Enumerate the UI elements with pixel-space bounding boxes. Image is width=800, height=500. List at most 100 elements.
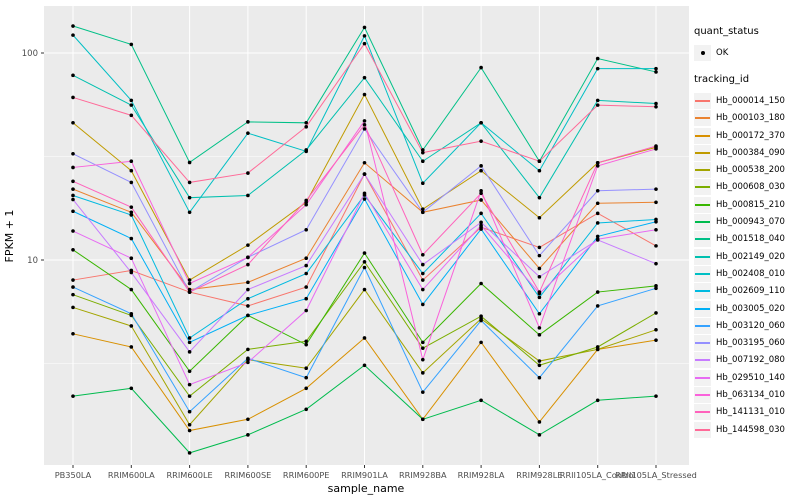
- data-point: [71, 24, 75, 28]
- data-point: [595, 237, 600, 242]
- data-point: [421, 271, 425, 276]
- data-point: [304, 285, 309, 289]
- legend-label: Hb_029510_140: [716, 372, 785, 383]
- legend-label: Hb_000608_030: [716, 182, 785, 193]
- line-swatch-icon: [694, 214, 711, 231]
- data-point: [654, 328, 658, 332]
- data-point: [362, 122, 367, 127]
- legend-entry-Hb_002609_110: Hb_002609_110: [694, 283, 798, 300]
- x-tick-label: RRIM600LA: [108, 470, 155, 480]
- legend-entry-Hb_003195_060: Hb_003195_060: [694, 334, 798, 352]
- data-point: [129, 213, 134, 217]
- data-point: [654, 261, 658, 266]
- data-point: [362, 191, 367, 196]
- legend-entry-Hb_029510_140: Hb_029510_140: [694, 369, 798, 386]
- data-point: [595, 98, 600, 103]
- data-point: [479, 318, 483, 323]
- x-tick-label: RRIM600PE: [283, 470, 330, 480]
- data-point: [129, 159, 134, 164]
- data-point: [129, 168, 134, 173]
- legend-entry-ok: OK: [694, 44, 798, 61]
- data-point: [479, 220, 483, 225]
- line-swatch-icon: [694, 369, 711, 386]
- data-point: [304, 339, 309, 344]
- line-swatch-icon: [694, 110, 711, 127]
- data-point: [654, 144, 658, 148]
- ok-point-icon: [694, 44, 711, 61]
- data-point: [537, 168, 542, 173]
- data-point: [537, 311, 542, 316]
- legend-label: Hb_000384_090: [716, 147, 785, 158]
- data-point: [71, 179, 75, 184]
- data-point: [537, 326, 542, 330]
- data-point: [479, 211, 483, 216]
- data-point: [362, 197, 367, 201]
- data-point: [71, 151, 75, 156]
- data-point: [479, 191, 483, 196]
- data-point: [246, 433, 250, 437]
- data-point: [421, 210, 425, 215]
- data-point: [187, 451, 192, 455]
- data-point: [187, 428, 192, 433]
- data-point: [246, 356, 250, 361]
- data-point: [71, 33, 75, 37]
- data-point: [71, 332, 75, 336]
- data-point: [129, 103, 134, 107]
- data-point: [71, 229, 75, 233]
- data-point: [362, 260, 367, 264]
- legend-entry-Hb_144598_030: Hb_144598_030: [694, 421, 798, 438]
- x-axis-title: sample_name: [328, 482, 405, 495]
- line-swatch-icon: [694, 352, 711, 369]
- data-point: [304, 407, 309, 412]
- data-point: [537, 266, 542, 271]
- data-point: [246, 171, 250, 175]
- data-point: [595, 234, 600, 239]
- line-swatch-icon: [694, 127, 711, 144]
- data-point: [479, 168, 483, 173]
- legend-label: Hb_000943_070: [716, 217, 785, 228]
- y-axis-title: FPKM + 1: [3, 210, 16, 263]
- data-point: [595, 211, 600, 216]
- axes: 100 10 PB350LA RRIM600LA RRIM600LE RRIM600SE R…: [22, 49, 697, 480]
- legend-label: Hb_003005_020: [716, 303, 785, 314]
- data-point: [71, 95, 75, 100]
- data-point: [71, 285, 75, 289]
- data-point: [129, 311, 134, 316]
- data-point: [129, 98, 134, 103]
- data-point: [71, 121, 75, 125]
- data-point: [537, 274, 542, 279]
- data-point: [187, 350, 192, 354]
- data-point: [421, 159, 425, 164]
- data-point: [479, 227, 483, 231]
- line-swatch-icon: [694, 92, 711, 109]
- data-point: [129, 270, 134, 275]
- data-point: [304, 296, 309, 301]
- legend-label: Hb_000103_180: [716, 113, 785, 124]
- x-tick-label: RRIM928LA: [458, 470, 505, 480]
- data-point: [479, 65, 483, 70]
- data-point: [304, 386, 309, 391]
- data-point: [595, 221, 600, 225]
- data-point: [362, 287, 367, 292]
- legend-entry-Hb_000103_180: Hb_000103_180: [694, 110, 798, 127]
- legend-entry-Hb_063134_010: Hb_063134_010: [694, 386, 798, 403]
- data-point: [421, 417, 425, 422]
- x-tick-label: RRIM928BA: [399, 470, 447, 480]
- legend-title-quant-status: quant_status: [694, 26, 759, 37]
- data-point: [537, 215, 542, 220]
- data-point: [479, 164, 483, 168]
- data-point: [246, 304, 250, 308]
- data-point: [187, 278, 192, 282]
- legend-label: Hb_002408_010: [716, 268, 785, 279]
- legend-entry-Hb_003120_060: Hb_003120_060: [694, 317, 798, 334]
- data-point: [654, 311, 658, 315]
- data-point: [187, 394, 192, 398]
- data-point: [421, 150, 425, 155]
- data-point: [129, 324, 134, 328]
- data-point: [654, 394, 658, 398]
- legend: quant_status OK tracking_id Hb_000014_15…: [694, 26, 798, 438]
- legend-label: Hb_000538_200: [716, 165, 785, 176]
- data-point: [654, 244, 658, 248]
- legend-label: Hb_141131_010: [716, 407, 785, 418]
- data-point: [537, 295, 542, 300]
